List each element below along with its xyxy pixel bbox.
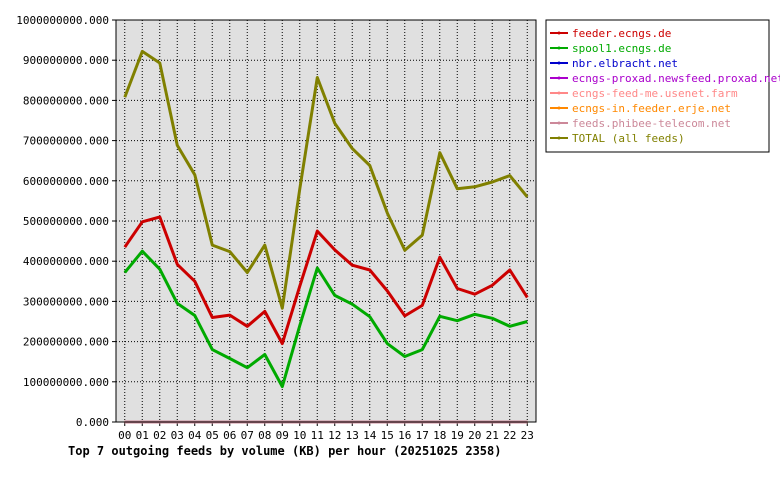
y-tick-label: 600000000.000 (23, 175, 109, 188)
x-tick-label: 14 (363, 429, 377, 442)
plot-frame (115, 19, 537, 423)
x-tick-label: 00 (118, 429, 131, 442)
legend-marker (557, 31, 561, 35)
y-tick-label: 900000000.000 (23, 54, 109, 67)
x-tick-label: 18 (433, 429, 446, 442)
legend: feeder.ecngs.de spool1.ecngs.de nbr.elbrac… (545, 19, 780, 153)
y-tick-label: 100000000.000 (23, 376, 109, 389)
y-tick-label: 700000000.000 (23, 135, 109, 148)
x-tick-label: 12 (328, 429, 341, 442)
x-axis-tick-labels: 00 01 02 03 04 05 06 07 08 09 10 11 12 13 14 15 16 17 18 19… (118, 429, 534, 442)
x-tick-label: 13 (346, 429, 359, 442)
series-line-spool1-ecngs-de (123, 249, 528, 389)
y-axis-tick-labels: 0.000 100000000.000 200000000.000 300000000… (16, 14, 109, 429)
legend-label: TOTAL (all feeds) (572, 132, 685, 145)
legend-box (545, 19, 770, 153)
x-tick-label: 23 (521, 429, 534, 442)
y-tick-label: 400000000.000 (23, 255, 109, 268)
x-tick-label: 05 (206, 429, 219, 442)
x-tick-label: 21 (486, 429, 499, 442)
legend-label: spool1.ecngs.de (572, 42, 671, 55)
y-tick-label: 200000000.000 (23, 336, 109, 349)
legend-marker (557, 46, 561, 50)
y-tick-label: 1000000000.000 (16, 14, 109, 27)
legend-marker (557, 91, 561, 95)
x-tick-label: 06 (223, 429, 236, 442)
x-tick-label: 03 (171, 429, 184, 442)
legend-label: ecngs-in.feeder.erje.net (572, 102, 731, 115)
x-tick-label: 22 (503, 429, 516, 442)
legend-marker (557, 61, 561, 65)
legend-label: feeds.phibee-telecom.net (572, 117, 731, 130)
x-tick-label: 20 (468, 429, 481, 442)
legend-label: nbr.elbracht.net (572, 57, 678, 70)
grid-lines (112, 19, 536, 426)
chart-title: Top 7 outgoing feeds by volume (KB) per … (68, 444, 502, 458)
legend-marker (557, 106, 561, 110)
y-tick-label: 800000000.000 (23, 94, 109, 107)
x-tick-label: 09 (276, 429, 289, 442)
legend-marker (557, 121, 561, 125)
x-tick-label: 08 (258, 429, 271, 442)
x-tick-label: 15 (381, 429, 394, 442)
legend-label: ecngs-feed-me.usenet.farm (572, 87, 738, 100)
x-tick-label: 19 (451, 429, 464, 442)
legend-marker (557, 76, 561, 80)
x-tick-label: 10 (293, 429, 306, 442)
legend-marker (557, 136, 561, 140)
y-tick-label: 500000000.000 (23, 215, 109, 228)
series-line-total-all-feeds- (123, 49, 529, 310)
x-tick-label: 07 (241, 429, 254, 442)
series-line-feeder-ecngs-de (123, 215, 529, 346)
x-tick-label: 16 (398, 429, 411, 442)
y-tick-label: 0.000 (76, 416, 109, 429)
x-tick-label: 01 (136, 429, 149, 442)
x-tick-label: 11 (311, 429, 324, 442)
x-tick-label: 02 (153, 429, 166, 442)
x-tick-label: 04 (188, 429, 202, 442)
y-tick-label: 300000000.000 (23, 295, 109, 308)
legend-label: ecngs-proxad.newsfeed.proxad.net (572, 72, 780, 85)
x-tick-label: 17 (416, 429, 429, 442)
legend-label: feeder.ecngs.de (572, 27, 671, 40)
